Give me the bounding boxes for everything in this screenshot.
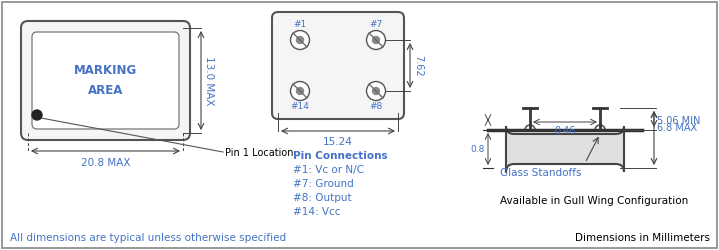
- Text: #1: Vc or N/C: #1: Vc or N/C: [293, 165, 364, 175]
- Text: Glass Standoffs: Glass Standoffs: [500, 168, 582, 178]
- Circle shape: [290, 82, 309, 100]
- Text: Pin 1 Location: Pin 1 Location: [225, 148, 293, 158]
- Text: 0.46: 0.46: [554, 126, 576, 136]
- Text: #14: #14: [290, 102, 309, 111]
- Text: Available in Gull Wing Configuration: Available in Gull Wing Configuration: [500, 196, 688, 206]
- Text: Pin Connections: Pin Connections: [293, 151, 388, 161]
- Text: #14: Vcc: #14: Vcc: [293, 207, 341, 217]
- Circle shape: [32, 110, 42, 120]
- Circle shape: [372, 36, 380, 44]
- Text: 6.8 MAX: 6.8 MAX: [657, 123, 697, 133]
- Circle shape: [296, 36, 303, 44]
- FancyBboxPatch shape: [272, 12, 404, 119]
- Text: #1: #1: [293, 20, 306, 29]
- Text: All dimensions are typical unless otherwise specified: All dimensions are typical unless otherw…: [10, 233, 286, 243]
- Circle shape: [290, 30, 309, 50]
- FancyBboxPatch shape: [21, 21, 190, 140]
- Text: #7: Ground: #7: Ground: [293, 179, 354, 189]
- Text: #8: #8: [370, 102, 383, 111]
- Text: 7.62: 7.62: [413, 55, 423, 76]
- Circle shape: [372, 88, 380, 94]
- Circle shape: [367, 82, 385, 100]
- FancyBboxPatch shape: [2, 2, 717, 248]
- Text: 13.0 MAX: 13.0 MAX: [204, 56, 214, 105]
- Text: Dimensions in Millimeters: Dimensions in Millimeters: [575, 233, 710, 243]
- Text: #8: Output: #8: Output: [293, 193, 352, 203]
- Text: 20.8 MAX: 20.8 MAX: [81, 158, 130, 168]
- Text: 15.24: 15.24: [323, 137, 353, 147]
- FancyBboxPatch shape: [506, 126, 624, 172]
- Text: 0.8: 0.8: [471, 144, 485, 154]
- FancyBboxPatch shape: [32, 32, 179, 129]
- Text: MARKING
AREA: MARKING AREA: [74, 64, 137, 96]
- Circle shape: [367, 30, 385, 50]
- Circle shape: [296, 88, 303, 94]
- Text: #7: #7: [370, 20, 383, 29]
- Text: 5.06 MIN: 5.06 MIN: [657, 116, 700, 126]
